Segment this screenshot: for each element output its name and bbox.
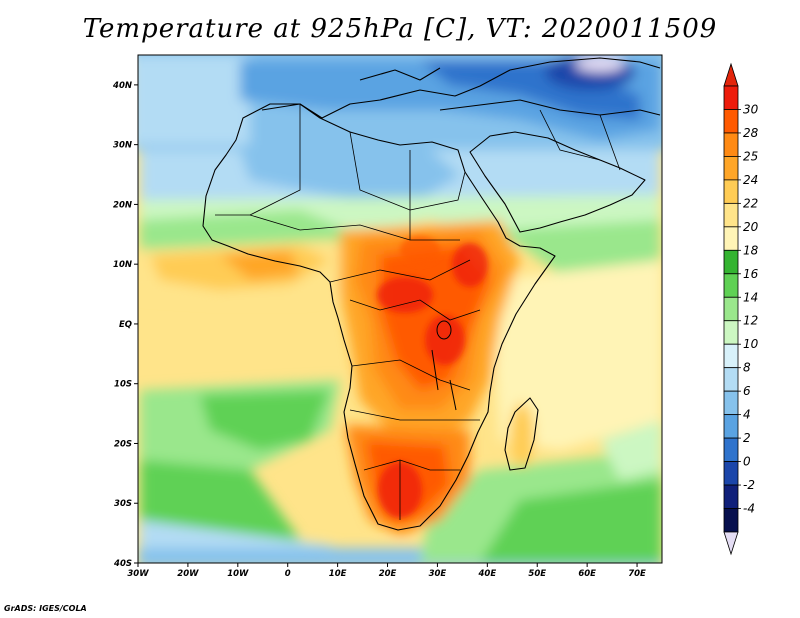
lat-tick-label: 30N (113, 141, 132, 151)
lat-tick-label: 10S (114, 380, 132, 390)
colorbar-swatch (723, 132, 739, 157)
colorbar-label: -2 (743, 478, 755, 492)
lon-tick-label: 50E (528, 569, 546, 579)
colorbar-label: 4 (743, 408, 751, 422)
lon-tick-label: 0 (285, 569, 291, 579)
colorbar-label: -4 (743, 502, 755, 516)
colorbar-label: 12 (743, 314, 758, 328)
colorbar-label: 22 (743, 196, 758, 210)
lon-tick-label: 10E (329, 569, 347, 579)
colorbar-swatch (723, 109, 739, 134)
map-title: Temperature at 925hPa [C], VT: 202001150… (82, 14, 718, 44)
colorbar-swatch (723, 156, 739, 181)
colorbar-swatch (723, 390, 739, 416)
lon-tick-label: 30E (429, 569, 447, 579)
lat-tick-label: 40S (113, 559, 132, 569)
lat-tick-label: 10N (113, 260, 132, 270)
lat-tick-label: 40N (112, 81, 132, 91)
colorbar-label: 18 (743, 243, 759, 257)
colorbar-swatch (723, 484, 739, 509)
colorbar-label: 10 (743, 337, 759, 351)
colorbar-label: 6 (743, 384, 751, 398)
coastlines (202, 57, 661, 531)
colorbar-swatch (723, 461, 739, 486)
map-frame (137, 54, 663, 564)
lat-tick-label: EQ (119, 320, 132, 330)
lat-tick-label: 30S (114, 499, 132, 509)
lon-tick-label: 40E (478, 569, 497, 579)
colorbar-label: 28 (743, 126, 759, 140)
colorbar-swatch (723, 179, 739, 204)
colorbar-label: 8 (743, 361, 751, 375)
lon-tick-label: 10W (227, 569, 249, 579)
lon-tick-label: 60E (578, 569, 596, 579)
colorbar-label: 24 (743, 173, 758, 187)
temperature-map: 40N 30N 20N 10N EQ 10S 20S 30S 40S 30W 20W 10W 0 10E… (112, 54, 759, 579)
lon-tick-label: 70E (628, 569, 646, 579)
colorbar-label: 20 (743, 220, 759, 234)
colorbar-swatch (723, 226, 739, 251)
colorbar-swatch (723, 249, 739, 275)
colorbar-swatch (723, 437, 739, 462)
colorbar-bottom-cap (723, 531, 739, 556)
colorbar-swatch (723, 343, 739, 369)
colorbar-swatch (723, 273, 739, 298)
latitude-axis: 40N 30N 20N 10N EQ 10S 20S 30S 40S (112, 81, 138, 569)
lon-tick-label: 20W (177, 569, 199, 579)
colorbar-label: 25 (743, 149, 758, 163)
lon-tick-label: 30W (127, 569, 149, 579)
lat-tick-label: 20N (113, 200, 132, 210)
colorbar-label: 16 (743, 267, 759, 281)
colorbar-swatch (723, 367, 739, 392)
colorbar-swatch (723, 296, 739, 322)
colorbar-swatch (723, 414, 739, 439)
country-borders (215, 104, 621, 520)
colorbar-swatch (723, 202, 739, 228)
temperature-field (138, 55, 662, 563)
longitude-axis: 30W 20W 10W 0 10E 20E 30E 40E 50E 60E 70E (127, 563, 646, 579)
colorbar-label: 2 (743, 431, 751, 445)
lat-tick-label: 20S (114, 439, 132, 449)
colorbar-label: 30 (743, 102, 759, 116)
colorbar-swatch (723, 320, 739, 345)
colorbar-label: 14 (743, 290, 758, 304)
colorbar-swatch (723, 85, 739, 110)
colorbar-top-cap (723, 62, 739, 87)
lakes (431, 320, 457, 411)
lon-tick-label: 20E (379, 569, 397, 579)
credit-label: GrADS: IGES/COLA (4, 604, 87, 613)
colorbar-swatch (723, 508, 739, 533)
colorbar-label: 0 (743, 455, 751, 469)
